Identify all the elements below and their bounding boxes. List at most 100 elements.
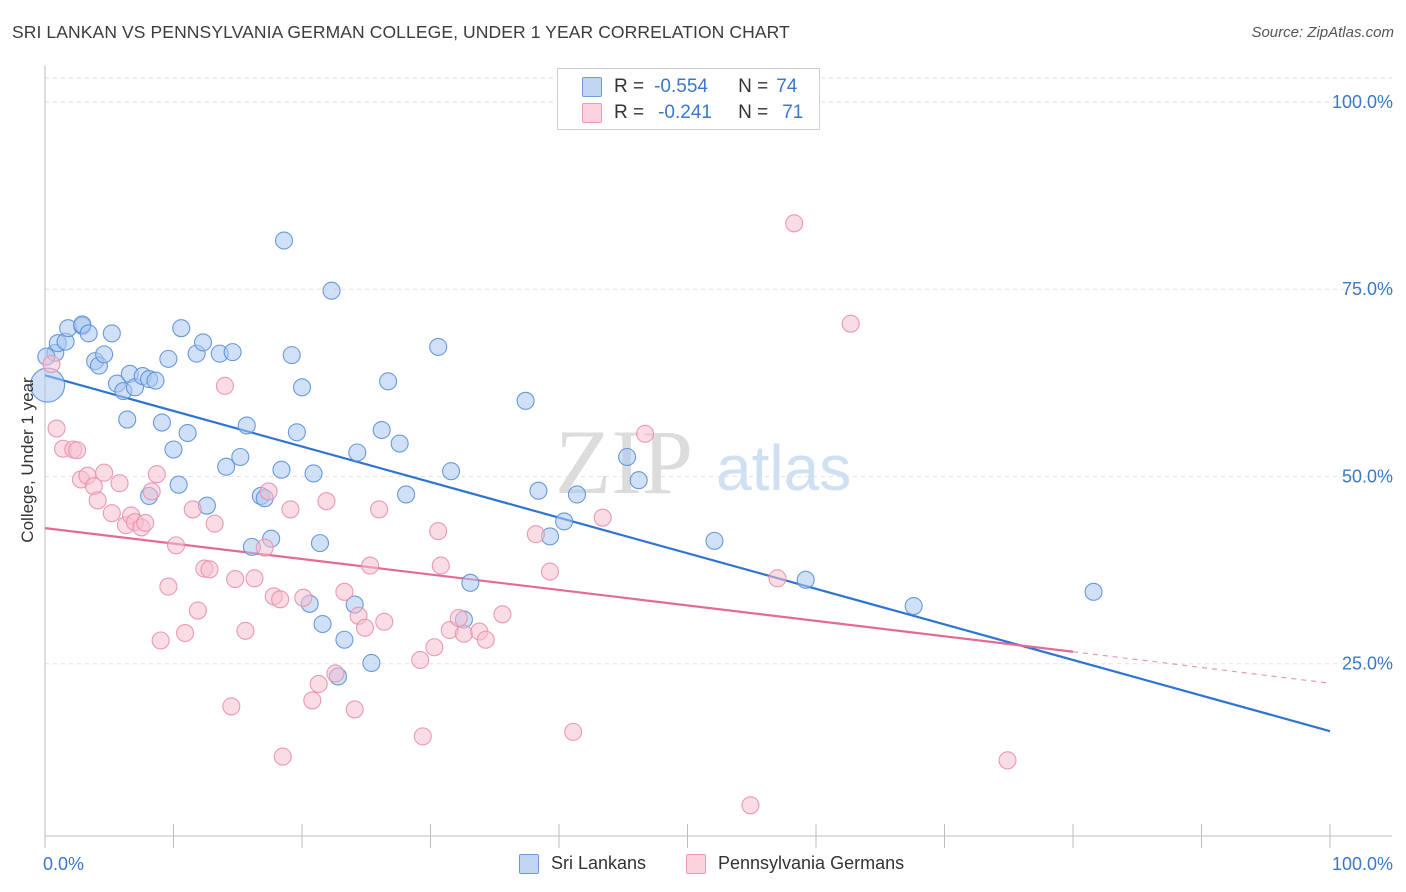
data-point bbox=[237, 416, 256, 435]
data-point bbox=[361, 556, 380, 575]
data-point bbox=[564, 722, 583, 741]
data-point bbox=[236, 621, 255, 640]
data-point bbox=[110, 474, 129, 493]
data-point bbox=[904, 597, 923, 616]
data-point bbox=[593, 508, 612, 527]
data-point bbox=[516, 391, 535, 410]
x-tick-label-right: 100.0% bbox=[1332, 854, 1393, 874]
data-point bbox=[1084, 582, 1103, 601]
trend-line-1 bbox=[44, 527, 1074, 653]
data-point bbox=[629, 471, 648, 490]
chart-title: SRI LANKAN VS PENNSYLVANIA GERMAN COLLEG… bbox=[12, 22, 790, 42]
data-point bbox=[79, 324, 98, 343]
data-point bbox=[785, 214, 804, 233]
data-point bbox=[705, 531, 724, 550]
data-point bbox=[255, 538, 274, 557]
legend-r-value-sri-lankans: -0.554 bbox=[654, 76, 708, 97]
legend-swatch-sri-lankans bbox=[582, 77, 602, 97]
data-point bbox=[431, 556, 450, 575]
data-point bbox=[226, 570, 245, 589]
legend-n-label: N = bbox=[738, 102, 769, 123]
data-point bbox=[370, 500, 389, 519]
data-point bbox=[292, 378, 312, 397]
data-point bbox=[322, 281, 341, 300]
data-point bbox=[159, 577, 178, 596]
data-point bbox=[136, 513, 155, 532]
data-point bbox=[326, 664, 345, 683]
bottom-legend-sri-lankans: Sri Lankans bbox=[519, 853, 646, 874]
watermark-atlas: atlas bbox=[716, 432, 851, 504]
legend-n-value-pennsylvania-germans: 71 bbox=[782, 102, 804, 123]
data-point bbox=[118, 410, 137, 429]
legend-r-value-pennsylvania-germans: -0.241 bbox=[658, 102, 712, 123]
data-point bbox=[461, 573, 480, 592]
data-point bbox=[449, 608, 468, 628]
tick-labels: 25.0% 50.0% 75.0% 100.0% 0.0% 100.0% bbox=[43, 92, 1393, 874]
x-tick-label-left: 0.0% bbox=[43, 854, 84, 874]
data-point bbox=[95, 345, 114, 364]
data-point bbox=[142, 482, 161, 501]
trend-line-0 bbox=[44, 374, 1331, 733]
data-point bbox=[304, 464, 323, 483]
bottom-legend-swatch-pennsylvania-germans bbox=[686, 853, 706, 874]
data-point bbox=[200, 560, 219, 579]
data-point bbox=[375, 612, 394, 631]
axes bbox=[44, 66, 1392, 848]
data-point bbox=[540, 562, 560, 581]
bottom-legend-label-pennsylvania-germans: Pennsylvania Germans bbox=[718, 853, 905, 873]
data-point bbox=[205, 514, 224, 533]
y-tick-label: 75.0% bbox=[1342, 279, 1393, 299]
data-point bbox=[372, 420, 391, 440]
legend-row-pennsylvania-germans: R = -0.241 N = 71 bbox=[582, 101, 803, 125]
data-point bbox=[167, 536, 186, 555]
y-axis-label: College, Under 1 year bbox=[18, 377, 37, 543]
data-point bbox=[335, 630, 354, 649]
data-point bbox=[348, 443, 367, 462]
data-point bbox=[95, 463, 114, 482]
data-point bbox=[178, 423, 197, 443]
data-point bbox=[768, 569, 787, 588]
data-point bbox=[152, 413, 171, 432]
legend-r-label: R = bbox=[614, 76, 645, 97]
data-point bbox=[183, 500, 202, 519]
y-tick-label: 50.0% bbox=[1342, 466, 1393, 486]
trend-line-dashed-1 bbox=[1072, 651, 1331, 684]
data-point bbox=[281, 500, 300, 519]
data-point bbox=[493, 605, 512, 624]
data-point bbox=[294, 588, 313, 607]
bottom-legend-pennsylvania-germans: Pennsylvania Germans bbox=[686, 853, 904, 874]
data-point bbox=[796, 570, 815, 589]
data-point bbox=[310, 534, 330, 553]
data-point bbox=[411, 650, 430, 670]
data-point bbox=[169, 475, 188, 494]
data-point bbox=[454, 624, 473, 643]
data-point bbox=[335, 582, 354, 601]
data-point bbox=[526, 525, 545, 544]
data-point bbox=[42, 355, 61, 374]
data-point bbox=[476, 630, 495, 649]
pennsylvania-germans-points bbox=[42, 214, 1017, 815]
data-point bbox=[413, 727, 432, 746]
data-point bbox=[355, 618, 375, 637]
data-point bbox=[159, 349, 178, 368]
data-point bbox=[223, 343, 242, 362]
legend-n-label: N = bbox=[738, 76, 769, 97]
data-point bbox=[309, 674, 328, 693]
trend-lines bbox=[44, 374, 1331, 733]
data-point bbox=[245, 569, 264, 588]
legend-row-sri-lankans: R = -0.554 N = 74 bbox=[582, 75, 797, 99]
data-point bbox=[147, 465, 166, 484]
data-point bbox=[271, 590, 290, 609]
data-point bbox=[47, 419, 66, 438]
data-point bbox=[555, 512, 574, 531]
data-point bbox=[274, 231, 294, 250]
data-point bbox=[313, 614, 332, 634]
data-point bbox=[636, 424, 655, 443]
data-point bbox=[146, 371, 165, 390]
data-point bbox=[567, 485, 587, 504]
data-point bbox=[442, 462, 461, 481]
data-point bbox=[259, 482, 278, 501]
data-point bbox=[151, 631, 170, 650]
correlation-legend: R = -0.554 N = 74 R = -0.241 N = 71 bbox=[557, 68, 820, 130]
